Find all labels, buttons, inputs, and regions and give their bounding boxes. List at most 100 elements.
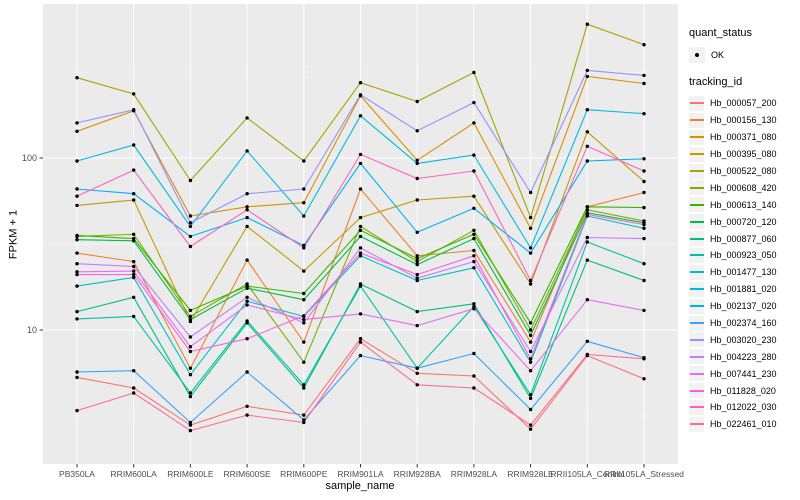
data-point <box>472 307 476 311</box>
data-point <box>642 179 646 184</box>
legend-item-label: Hb_000720_120 <box>710 216 777 227</box>
legend-item-Hb_000720_120: Hb_000720_120 <box>689 213 799 230</box>
data-point <box>642 81 646 86</box>
data-point <box>132 198 136 202</box>
legend-item-label: Hb_000522_080 <box>710 166 777 176</box>
data-point <box>358 114 363 118</box>
data-point <box>75 159 79 163</box>
data-point <box>245 149 249 153</box>
legend-item-Hb_022461_010: Hb_022461_010 <box>689 416 799 433</box>
data-point <box>528 333 533 338</box>
data-point <box>528 251 533 255</box>
line-swatch-icon <box>689 136 704 139</box>
data-point <box>302 314 306 318</box>
data-point <box>132 295 136 299</box>
data-point <box>415 230 419 234</box>
legend-item-label: Hb_000877_060 <box>710 233 777 244</box>
data-point <box>642 308 646 313</box>
data-point <box>75 408 79 413</box>
legend-title-tracking-id: tracking_id <box>689 76 743 88</box>
data-point <box>358 254 363 258</box>
data-point <box>75 309 79 314</box>
legend-item-Hb_003020_230: Hb_003020_230 <box>689 331 799 348</box>
legend: quant_status OK tracking_id Hb_000057_20… <box>689 27 799 433</box>
data-point <box>472 351 476 356</box>
line-swatch-icon <box>689 237 704 240</box>
data-point <box>472 302 476 306</box>
legend-key-icon <box>689 129 704 145</box>
x-tick-label: PB350LA <box>59 469 95 479</box>
data-point <box>642 112 646 116</box>
data-point <box>585 108 589 112</box>
data-point <box>302 386 306 390</box>
data-point <box>75 251 79 255</box>
data-point <box>358 228 363 232</box>
data-point <box>415 383 419 387</box>
data-point <box>188 221 193 225</box>
data-point <box>188 317 193 322</box>
data-point <box>132 239 136 243</box>
line-swatch-icon <box>689 423 704 426</box>
line-swatch-icon <box>689 322 704 325</box>
legend-item-Hb_000156_130: Hb_000156_130 <box>689 112 799 129</box>
legend-key-icon <box>689 332 704 348</box>
data-point <box>528 215 533 220</box>
legend-item-label: Hb_000395_080 <box>710 149 777 160</box>
data-point <box>528 282 533 286</box>
data-point <box>188 214 193 218</box>
data-point <box>75 270 79 274</box>
legend-section-tracking-id: tracking_id Hb_000057_200 Hb_000156_130 Hb… <box>689 76 799 433</box>
data-point <box>472 70 476 75</box>
legend-item-label: Hb_000923_050 <box>710 250 777 261</box>
x-tick-label: RRIM928LA <box>451 469 498 479</box>
data-point <box>472 248 476 253</box>
data-point <box>472 266 476 270</box>
line-swatch-icon <box>689 220 704 223</box>
y-tick-label: 100 <box>22 153 37 163</box>
line-swatch-icon <box>689 153 704 156</box>
legend-item-Hb_001881_020: Hb_001881_020 <box>689 281 799 298</box>
data-point <box>642 357 646 361</box>
line-swatch-icon <box>689 288 704 291</box>
x-tick-label: RRIM600PE <box>280 469 328 479</box>
legend-item-label: Hb_011828_020 <box>710 385 776 396</box>
data-point <box>302 317 306 322</box>
legend-item-label: Hb_007441_230 <box>710 368 777 379</box>
legend-item-Hb_001477_130: Hb_001477_130 <box>689 264 799 281</box>
line-swatch-icon <box>689 203 704 206</box>
data-point <box>358 353 363 358</box>
legend-item-Hb_000608_420: Hb_000608_420 <box>689 179 799 196</box>
data-point <box>585 74 589 79</box>
data-point <box>245 295 249 299</box>
data-point <box>642 222 646 227</box>
data-point <box>415 129 419 133</box>
data-point <box>75 203 79 208</box>
data-point <box>585 144 589 148</box>
data-point <box>75 194 79 198</box>
data-point <box>358 215 363 220</box>
data-point <box>358 234 363 239</box>
data-point <box>245 370 249 374</box>
x-tick-label: RRIM928BA <box>394 469 442 479</box>
x-tick-label: RRIM600LA <box>111 469 158 479</box>
legend-item-Hb_011828_020: Hb_011828_020 <box>689 382 799 399</box>
legend-key-icon <box>689 298 704 314</box>
data-point <box>188 234 193 239</box>
data-point <box>245 404 249 408</box>
data-point <box>188 345 193 349</box>
data-point <box>358 161 363 166</box>
data-point <box>245 299 249 303</box>
data-point <box>642 73 646 78</box>
x-tick-label: RRIM928LE <box>507 469 554 479</box>
data-point <box>358 284 363 288</box>
data-point <box>302 159 306 163</box>
data-point <box>415 198 419 202</box>
data-point <box>358 312 363 316</box>
data-point <box>245 215 249 220</box>
data-point <box>415 272 419 277</box>
data-point <box>245 303 249 307</box>
line-swatch-icon <box>689 186 704 189</box>
data-point <box>415 161 419 166</box>
